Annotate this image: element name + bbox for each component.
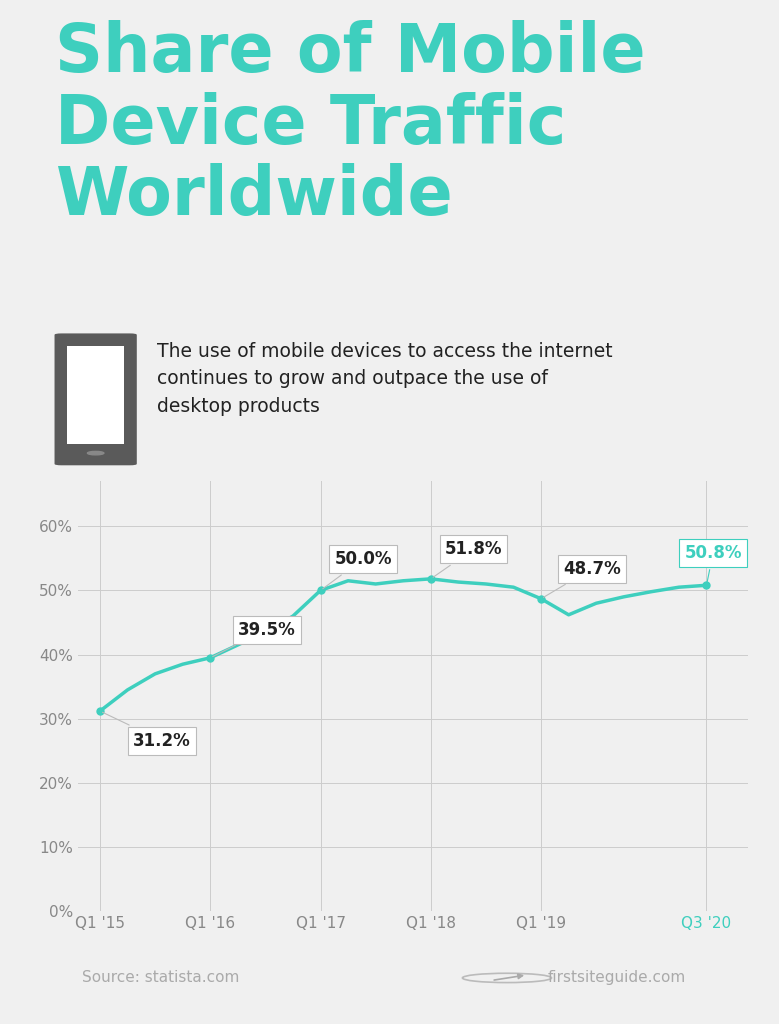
Text: 51.8%: 51.8% xyxy=(433,541,502,578)
Text: Share of Mobile
Device Traffic
Worldwide: Share of Mobile Device Traffic Worldwide xyxy=(55,20,645,229)
Text: 31.2%: 31.2% xyxy=(103,713,191,750)
Text: 50.0%: 50.0% xyxy=(323,550,392,589)
Circle shape xyxy=(87,452,104,455)
Text: 48.7%: 48.7% xyxy=(544,559,621,597)
Text: firstsiteguide.com: firstsiteguide.com xyxy=(548,971,686,985)
Text: 39.5%: 39.5% xyxy=(213,621,295,656)
FancyBboxPatch shape xyxy=(67,346,125,443)
Text: The use of mobile devices to access the internet
continues to grow and outpace t: The use of mobile devices to access the … xyxy=(157,342,613,416)
FancyBboxPatch shape xyxy=(55,334,137,465)
Text: 50.8%: 50.8% xyxy=(685,544,742,583)
Text: Source: statista.com: Source: statista.com xyxy=(82,971,239,985)
